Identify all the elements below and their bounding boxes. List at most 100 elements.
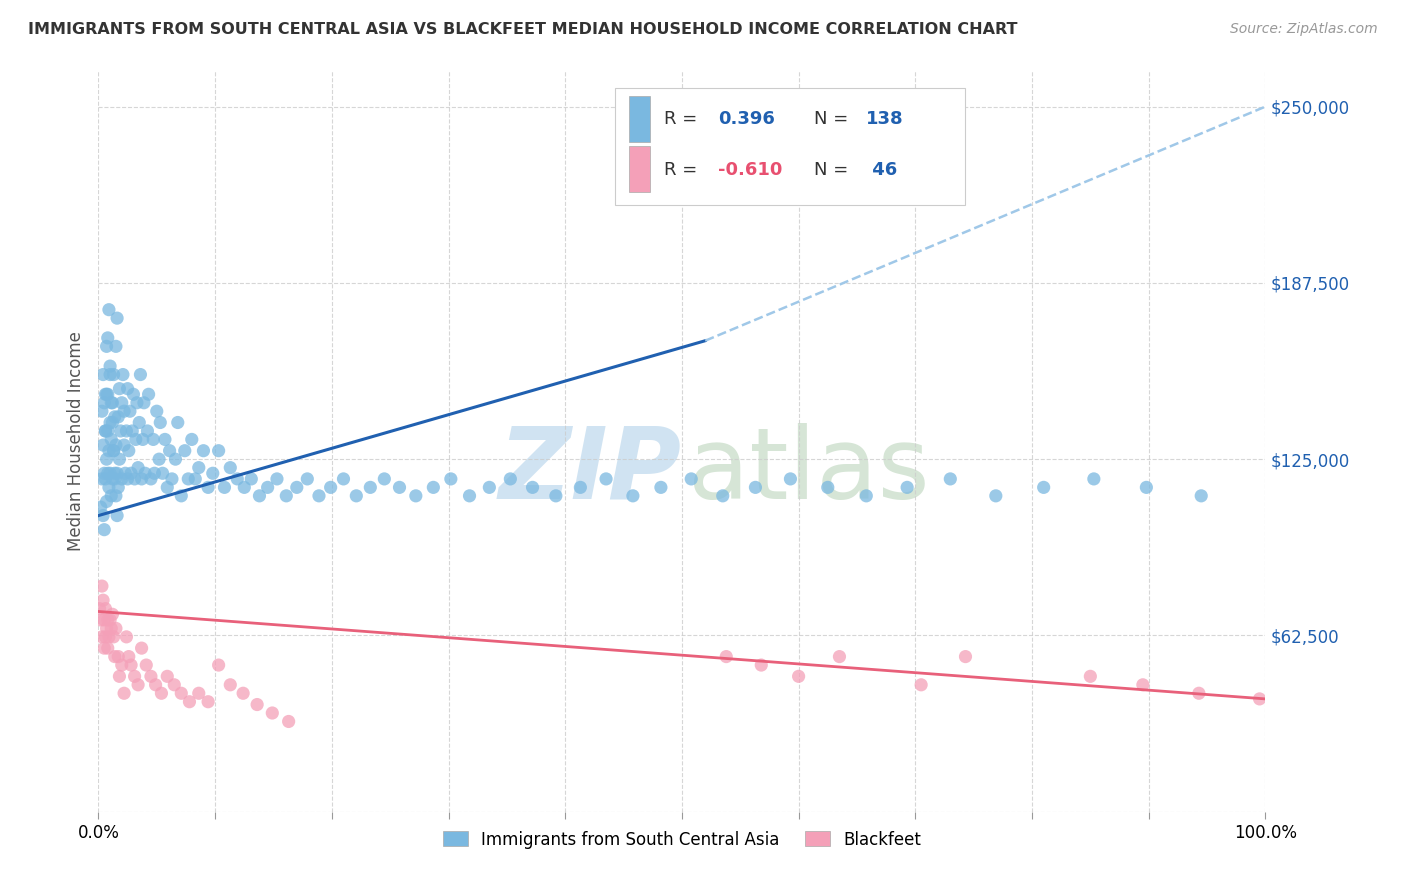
Point [98, 467, 121, 481]
Point [127, 678, 149, 692]
Point [219, 460, 242, 475]
Text: Source: ZipAtlas.com: Source: ZipAtlas.com [1230, 22, 1378, 37]
Point [180, 433, 202, 447]
Point [499, 472, 522, 486]
Point [142, 433, 165, 447]
Point [111, 472, 134, 486]
Point [156, 669, 179, 683]
Point [101, 416, 124, 430]
Point [93, 641, 115, 656]
Point [111, 368, 134, 382]
Point [233, 480, 256, 494]
Point [105, 508, 128, 523]
Point [146, 404, 169, 418]
Point [787, 669, 810, 683]
Point [1188, 686, 1211, 700]
Point [104, 409, 127, 424]
Point [105, 467, 128, 481]
Point [187, 460, 209, 475]
Point [97, 331, 120, 345]
Point [108, 669, 131, 683]
Point [422, 480, 444, 494]
Point [246, 698, 269, 712]
Point [277, 714, 299, 729]
Point [117, 472, 139, 486]
Point [118, 443, 141, 458]
Point [201, 467, 224, 481]
Point [711, 489, 734, 503]
Point [817, 480, 839, 494]
Point [100, 621, 122, 635]
Point [108, 382, 131, 396]
Point [249, 489, 271, 503]
Point [150, 686, 173, 700]
Point [127, 460, 149, 475]
Point [112, 438, 135, 452]
Point [1080, 669, 1102, 683]
Point [93, 613, 115, 627]
Point [93, 523, 115, 537]
Point [90, 613, 112, 627]
Point [744, 480, 766, 494]
Point [121, 424, 143, 438]
Point [240, 472, 263, 486]
Point [1083, 472, 1105, 486]
Point [939, 472, 962, 486]
Point [344, 489, 367, 503]
Text: atlas: atlas [688, 423, 929, 520]
Point [163, 678, 186, 692]
Text: ZIP: ZIP [499, 423, 682, 520]
Point [779, 472, 801, 486]
Point [170, 686, 193, 700]
Point [98, 416, 121, 430]
Point [1132, 678, 1154, 692]
Point [103, 443, 125, 458]
Point [93, 467, 115, 481]
Point [89, 601, 111, 615]
Point [458, 489, 481, 503]
Point [96, 494, 118, 508]
Point [124, 669, 146, 683]
Point [207, 443, 229, 458]
Point [90, 630, 112, 644]
Point [101, 607, 124, 622]
FancyBboxPatch shape [616, 87, 966, 204]
Point [214, 480, 236, 494]
Point [94, 630, 117, 644]
Text: 0.396: 0.396 [718, 111, 775, 128]
Point [93, 396, 115, 410]
Point [91, 438, 114, 452]
Point [984, 489, 1007, 503]
Point [94, 424, 117, 438]
Point [226, 472, 249, 486]
Point [197, 480, 219, 494]
Point [96, 339, 118, 353]
Point [98, 613, 121, 627]
Text: IMMIGRANTS FROM SOUTH CENTRAL ASIA VS BLACKFEET MEDIAN HOUSEHOLD INCOME CORRELAT: IMMIGRANTS FROM SOUTH CENTRAL ASIA VS BL… [28, 22, 1018, 37]
Point [138, 387, 160, 401]
Point [152, 467, 174, 481]
Bar [630, 146, 651, 192]
Point [107, 480, 129, 494]
Point [115, 630, 138, 644]
Point [332, 472, 354, 486]
Point [165, 452, 187, 467]
Point [91, 593, 114, 607]
Point [90, 404, 112, 418]
Point [94, 424, 117, 438]
Point [131, 641, 153, 656]
Point [98, 368, 121, 382]
Point [308, 489, 330, 503]
Point [650, 480, 672, 494]
Point [94, 472, 117, 486]
Point [207, 658, 229, 673]
Point [910, 678, 932, 692]
Point [197, 695, 219, 709]
Point [90, 472, 112, 486]
Point [115, 424, 138, 438]
Point [97, 613, 120, 627]
Point [184, 472, 207, 486]
Point [297, 472, 319, 486]
Point [285, 480, 308, 494]
Point [828, 649, 851, 664]
